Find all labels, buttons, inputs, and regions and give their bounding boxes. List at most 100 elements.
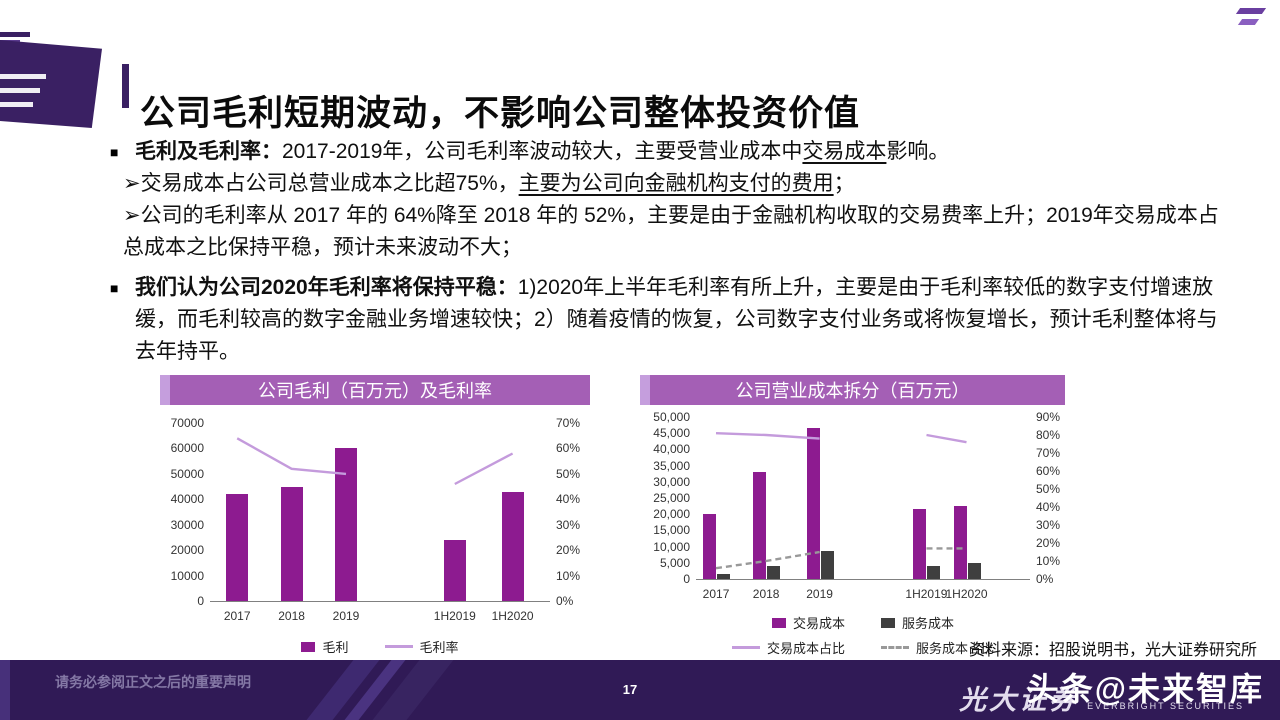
y-axis-label-left: 50,000 <box>653 410 690 424</box>
legend-label: 交易成本 <box>792 616 845 631</box>
gross-profit-chart: 公司毛利（百万元）及毛利率 70000 60000 50000 40000 30000 2… <box>160 375 590 660</box>
x-axis-label: 2019 <box>332 609 360 623</box>
line-交易成本占比 <box>715 432 820 440</box>
bar-交易成本-1H2020 <box>953 506 967 579</box>
legend-item-服务成本: 服务成本 <box>881 613 954 632</box>
chart-title-banner: 公司毛利（百万元）及毛利率 <box>160 375 590 405</box>
x-axis-label: 1H2019 <box>905 587 948 601</box>
bullet-1-tail: 影响。 <box>886 140 950 163</box>
bar-毛利-1H2019 <box>443 540 466 601</box>
y-axis-label-left: 50000 <box>170 466 204 481</box>
chart-title: 公司营业成本拆分（百万元） <box>735 381 970 401</box>
sub-2-text: ➢公司的毛利率从 2017 年的 64%降至 2018 年的 52%，主要是由于… <box>123 204 1219 259</box>
y-axis-label-right: 0% <box>556 594 574 608</box>
x-axis-label: 1H2020 <box>945 587 988 601</box>
y-axis-label-right: 90% <box>1036 410 1061 424</box>
y-axis-label-right: 0% <box>1036 572 1054 586</box>
y-axis-label-right: 20% <box>1036 536 1061 550</box>
legend-swatch <box>881 646 909 649</box>
bar-服务成本-2017 <box>717 574 731 579</box>
x-axis-label: 2017 <box>702 587 730 601</box>
chart-plot-area: 70000 60000 50000 40000 30000 20000 10000 0 70% 6… <box>160 405 590 660</box>
legend-label: 毛利 <box>322 640 349 655</box>
title-accent-bar <box>122 64 129 108</box>
y-axis-label-right: 10% <box>1036 554 1061 568</box>
chart-legend: 交易成本占比 服务成本占比 <box>696 638 1030 657</box>
corner-stripe <box>0 74 46 79</box>
y-axis-label-left: 10000 <box>170 568 204 583</box>
legend-label: 交易成本占比 <box>766 641 845 656</box>
x-axis-line <box>210 601 550 602</box>
footer-disclaimer: 请务必参阅正文之后的重要声明 <box>55 674 251 690</box>
bar-毛利-2017 <box>226 494 249 601</box>
x-axis-label: 1H2020 <box>491 609 534 623</box>
x-axis-label: 2018 <box>278 609 305 623</box>
corner-block <box>0 40 102 128</box>
sub-1-underlined: 主要为公司向金融机构支付的费用 <box>518 172 834 195</box>
line-毛利率 <box>236 437 347 476</box>
y-axis-label-right: 40% <box>556 492 581 507</box>
y-axis-label-right: 50% <box>1036 482 1061 496</box>
page-number: 17 <box>622 682 638 697</box>
bullet-1-text: 2017-2019年，公司毛利率波动较大，主要受营业成本中 <box>282 140 803 163</box>
x-axis-label: 2017 <box>223 609 251 623</box>
body-text: ■ 毛利及毛利率：2017-2019年，公司毛利率波动较大，主要受营业成本中交易成… <box>110 136 1232 368</box>
legend-swatch <box>731 646 760 649</box>
bar-服务成本-2019 <box>820 551 834 579</box>
sub-1-text: ➢交易成本占公司总营业成本之比超75%， <box>123 172 519 195</box>
deco-stripe <box>1237 19 1260 25</box>
deco-stripe <box>1235 8 1267 14</box>
cost-breakdown-chart: 公司营业成本拆分（百万元） 50,000 45,000 40,000 35,000 30… <box>640 375 1065 660</box>
bar-交易成本-2019 <box>806 428 820 579</box>
y-axis-label-left: 30,000 <box>653 474 690 489</box>
y-axis-label-right: 30% <box>556 517 581 532</box>
chart-legend: 毛利 毛利率 <box>210 637 550 656</box>
x-axis-label: 1H2019 <box>433 609 476 623</box>
line-交易成本占比 <box>926 433 967 444</box>
y-axis-label-right: 30% <box>1036 518 1061 532</box>
legend-swatch <box>771 617 786 628</box>
y-axis-label-right: 60% <box>556 441 581 456</box>
corner-logo-decoration <box>0 32 108 134</box>
y-axis-label-left: 10,000 <box>653 539 690 554</box>
watermark: 头条@未来智库 <box>1026 671 1264 707</box>
line-毛利率 <box>454 452 514 486</box>
y-axis-label-left: 45,000 <box>653 426 690 441</box>
top-right-decoration <box>1220 8 1267 34</box>
line-series <box>715 432 967 570</box>
legend-item-毛利率: 毛利率 <box>384 637 459 656</box>
chart-plot-area: 50,000 45,000 40,000 35,000 30,000 25,000 20,0… <box>640 405 1065 660</box>
bullet-point-2: ■ 我们认为公司2020年毛利率将保持平稳：1)2020年上半年毛利率有所上升，主… <box>110 272 1232 368</box>
corner-stripe <box>0 102 33 107</box>
x-axis-label: 2019 <box>806 587 833 601</box>
bar-毛利-1H2020 <box>501 492 524 601</box>
y-axis-label-right: 50% <box>556 466 581 481</box>
bar-交易成本-2017 <box>703 514 717 579</box>
y-axis-label-left: 0 <box>197 594 204 608</box>
bar-交易成本-2018 <box>753 472 767 579</box>
y-axis-label-left: 15,000 <box>653 523 690 538</box>
chart-legend: 交易成本 服务成本 <box>696 613 1030 632</box>
y-axis-label-right: 10% <box>556 568 581 583</box>
y-axis-label-right: 70% <box>556 416 581 430</box>
sub-bullet-1: ➢交易成本占公司总营业成本之比超75%，主要为公司向金融机构支付的费用； <box>123 168 1232 200</box>
y-axis-label-right: 40% <box>1036 500 1061 514</box>
bullet-point-1: ■ 毛利及毛利率：2017-2019年，公司毛利率波动较大，主要受营业成本中交易成… <box>110 136 1232 168</box>
legend-item-交易成本占比: 交易成本占比 <box>731 638 845 657</box>
y-axis-label-left: 20000 <box>170 543 204 558</box>
y-axis-label-left: 30000 <box>170 517 204 532</box>
y-axis-label-left: 25,000 <box>653 491 690 505</box>
y-axis-label-right: 80% <box>1036 428 1061 442</box>
corner-stripe <box>0 32 30 37</box>
bullet-1-lead: 毛利及毛利率： <box>135 140 282 163</box>
bar-交易成本-1H2019 <box>913 509 927 579</box>
y-axis-label-left: 35,000 <box>653 458 690 473</box>
y-axis-label-left: 70000 <box>170 416 204 430</box>
brand-logo: 光大证券 EVERBRIGHT SECURITIES <box>959 678 1244 717</box>
brand-logo-cn: 光大证券 <box>959 685 1080 715</box>
x-axis-label: 2018 <box>752 587 780 601</box>
y-axis-label-left: 60000 <box>170 441 204 456</box>
source-note: 资料来源：招股说明书，光大证券研究所 <box>968 642 1257 659</box>
bar-服务成本-1H2020 <box>967 563 981 579</box>
